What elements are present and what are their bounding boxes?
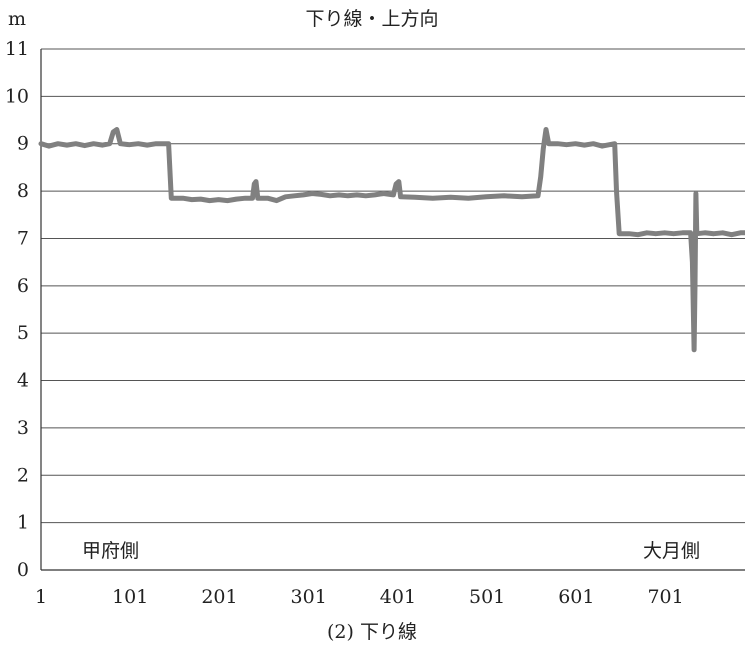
y-tick-label: 9 xyxy=(17,133,29,155)
x-tick-labels: 1 101 201 301 401 501 601 701 xyxy=(35,586,684,608)
y-tick-label: 2 xyxy=(17,464,29,486)
left-annotation: 甲府側 xyxy=(82,540,139,562)
x-tick-label: 701 xyxy=(647,586,683,608)
grid-lines xyxy=(41,48,745,524)
x-tick-label: 601 xyxy=(558,586,594,608)
x-tick-label: 401 xyxy=(380,586,416,608)
x-tick-label: 101 xyxy=(112,586,148,608)
y-tick-label: 5 xyxy=(17,322,29,344)
y-tick-label: 8 xyxy=(17,180,29,202)
right-annotation: 大月側 xyxy=(643,540,700,562)
y-tick-labels: 0 1 2 3 4 5 6 7 8 9 10 11 xyxy=(5,38,29,581)
x-tick-label: 201 xyxy=(201,586,237,608)
chart-caption: (2) 下り線 xyxy=(327,621,417,643)
y-tick-label: 4 xyxy=(17,370,29,392)
chart-title: 下り線・上方向 xyxy=(305,8,438,30)
y-tick-label: 10 xyxy=(5,85,29,107)
y-tick-label: 0 xyxy=(17,559,29,581)
y-tick-label: 3 xyxy=(17,417,29,439)
x-tick-label: 1 xyxy=(35,586,47,608)
x-tick-label: 301 xyxy=(291,586,327,608)
x-tick-label: 501 xyxy=(469,586,505,608)
y-tick-label: 11 xyxy=(5,38,29,60)
y-tick-label: 7 xyxy=(17,227,29,249)
y-tick-label: 1 xyxy=(17,512,29,534)
series-line xyxy=(38,127,745,353)
y-axis-unit: m xyxy=(8,8,26,30)
y-tick-label: 6 xyxy=(17,275,29,297)
